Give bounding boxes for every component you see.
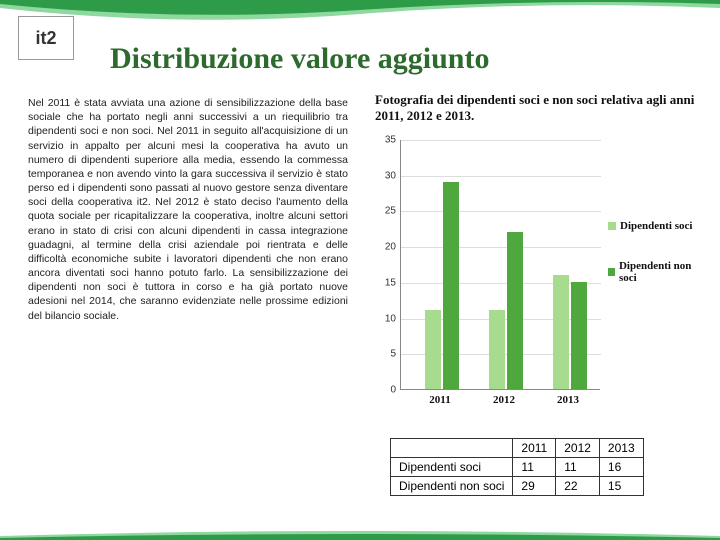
y-axis-label: 0 xyxy=(374,385,396,396)
grid-line xyxy=(401,247,601,248)
y-axis-label: 20 xyxy=(374,242,396,253)
table-cell: 11 xyxy=(513,458,556,477)
header-decoration xyxy=(0,0,720,38)
x-axis-label: 2011 xyxy=(420,394,460,406)
chart-title: Fotografia dei dipendenti soci e non soc… xyxy=(375,92,705,124)
legend-label: Dipendenti non soci xyxy=(619,260,700,284)
chart-plot xyxy=(400,140,600,390)
table-cell: 11 xyxy=(556,458,600,477)
y-axis-label: 15 xyxy=(374,277,396,288)
table-cell: 22 xyxy=(556,477,600,496)
chart-legend: Dipendenti soci Dipendenti non soci xyxy=(608,220,700,312)
data-table: 201120122013Dipendenti soci111116Dipende… xyxy=(390,438,644,496)
table-cell: 29 xyxy=(513,477,556,496)
bar xyxy=(507,232,523,389)
table-header-cell: 2011 xyxy=(513,439,556,458)
y-axis-label: 10 xyxy=(374,313,396,324)
grid-line xyxy=(401,211,601,212)
bar xyxy=(553,275,569,389)
bar xyxy=(571,282,587,389)
legend-item: Dipendenti non soci xyxy=(608,260,700,284)
table-header-cell: 2012 xyxy=(556,439,600,458)
bar xyxy=(489,310,505,389)
x-axis-label: 2013 xyxy=(548,394,588,406)
y-axis-label: 30 xyxy=(374,170,396,181)
y-axis-label: 5 xyxy=(374,349,396,360)
legend-swatch xyxy=(608,268,615,276)
logo-text: it2 xyxy=(35,28,56,49)
bar-chart: Dipendenti soci Dipendenti non soci 0 5 10 1… xyxy=(370,140,700,420)
table-header-cell: 2013 xyxy=(599,439,643,458)
body-paragraph: Nel 2011 è stata avviata una azione di s… xyxy=(28,96,348,323)
table-cell: Dipendenti non soci xyxy=(391,477,513,496)
table-cell: 16 xyxy=(599,458,643,477)
logo: it2 xyxy=(18,16,74,60)
page-title: Distribuzione valore aggiunto xyxy=(110,42,489,76)
table-cell: 15 xyxy=(599,477,643,496)
grid-line xyxy=(401,140,601,141)
y-axis-label: 25 xyxy=(374,206,396,217)
table-row: Dipendenti soci111116 xyxy=(391,458,644,477)
legend-swatch xyxy=(608,222,616,230)
legend-item: Dipendenti soci xyxy=(608,220,700,232)
y-axis-label: 35 xyxy=(374,135,396,146)
bar xyxy=(425,310,441,389)
footer-decoration xyxy=(0,522,720,540)
table-cell: Dipendenti soci xyxy=(391,458,513,477)
bar xyxy=(443,182,459,389)
x-axis-label: 2012 xyxy=(484,394,524,406)
grid-line xyxy=(401,176,601,177)
legend-label: Dipendenti soci xyxy=(620,220,692,232)
table-header-row: 201120122013 xyxy=(391,439,644,458)
table-row: Dipendenti non soci292215 xyxy=(391,477,644,496)
table-header-cell xyxy=(391,439,513,458)
